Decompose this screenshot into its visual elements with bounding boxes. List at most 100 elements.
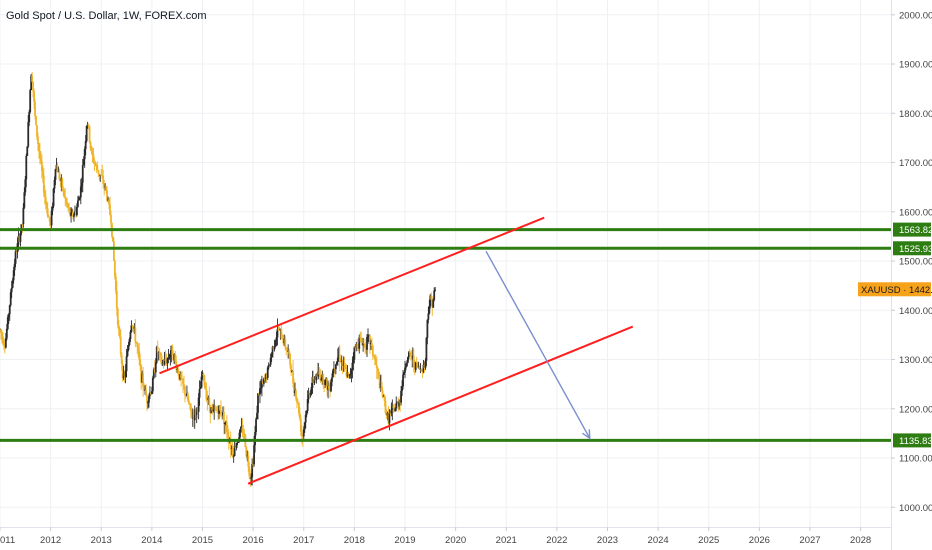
- candle-body: [240, 427, 243, 431]
- candle-body: [72, 211, 74, 217]
- candle-body: [25, 155, 28, 180]
- candle-body: [319, 374, 322, 381]
- arrow-head: [582, 429, 591, 440]
- candle-body: [262, 378, 265, 384]
- price-axis[interactable]: 2000.00 1900.00 1800.00 1700.00 1600.00 1500.…: [891, 10, 932, 514]
- candle-body: [333, 368, 335, 371]
- candle-body: [276, 329, 279, 338]
- candle-body: [12, 270, 15, 281]
- candle-body: [183, 384, 185, 387]
- candle-body: [329, 389, 331, 392]
- candle-body: [334, 364, 337, 370]
- candle-body: [11, 280, 14, 288]
- candle-body: [314, 379, 317, 381]
- candle-body: [336, 357, 339, 362]
- candle-body: [401, 386, 403, 391]
- time-axis[interactable]: 011 2012 2013 2014 2015 2016 2017 2018 2019 2020 2…: [0, 527, 871, 546]
- price-badge-label: XAUUSD · 1442.65: [861, 285, 932, 296]
- candle-body: [71, 211, 73, 213]
- candle-body: [2, 343, 5, 346]
- candle-body: [305, 410, 308, 415]
- candle-body: [190, 411, 193, 419]
- candle-body: [360, 338, 363, 342]
- candle-body: [425, 337, 428, 361]
- candle-body: [317, 371, 320, 377]
- y-tick-label: 1800.00: [899, 109, 932, 120]
- candle-body: [128, 339, 131, 345]
- candle-body: [384, 400, 387, 414]
- candle-body: [357, 347, 360, 349]
- candle-body: [295, 390, 297, 399]
- y-tick-label: 1900.00: [899, 60, 932, 71]
- candle-body: [175, 360, 178, 370]
- candle-body: [395, 403, 398, 409]
- candle-body: [375, 365, 378, 368]
- candle-body: [266, 367, 269, 379]
- candle-body: [351, 362, 354, 370]
- candle-body: [383, 395, 386, 401]
- candle-body: [253, 445, 255, 465]
- candle-body: [356, 344, 359, 348]
- x-tick-label: 2014: [141, 535, 162, 546]
- candle-body: [248, 466, 251, 476]
- candle-body: [76, 206, 78, 216]
- candle-body: [421, 371, 424, 373]
- candle-body: [216, 409, 219, 411]
- candle-body: [202, 373, 205, 376]
- candle-body: [19, 233, 22, 242]
- candle-body: [137, 346, 140, 351]
- candle-body: [404, 367, 406, 373]
- candle-body: [214, 409, 217, 410]
- candle-body: [260, 382, 263, 388]
- candle-body: [279, 328, 282, 331]
- candle-body: [188, 403, 191, 405]
- channel-line[interactable]: [159, 216, 545, 375]
- candle-body: [127, 344, 130, 351]
- candle-body: [150, 391, 153, 395]
- candle-body: [226, 432, 229, 437]
- candle-body: [373, 356, 376, 360]
- candle-body: [293, 383, 295, 394]
- candle-body: [392, 406, 395, 408]
- candle-body: [41, 171, 44, 176]
- candle-body: [393, 407, 396, 412]
- candle-body: [131, 325, 134, 327]
- candle-body: [313, 379, 316, 383]
- channel-line[interactable]: [247, 325, 634, 485]
- candle-body: [100, 174, 103, 176]
- arrow-line[interactable]: [485, 250, 591, 439]
- candle-body: [158, 352, 161, 355]
- candle-body: [117, 324, 120, 330]
- candle-body: [331, 377, 333, 382]
- candle-body: [99, 174, 102, 176]
- candle-body: [353, 347, 356, 360]
- candle-body: [105, 186, 108, 191]
- candle-body: [370, 343, 373, 346]
- candle-body: [101, 175, 104, 177]
- candle-body: [407, 357, 409, 363]
- candle-body: [233, 445, 236, 456]
- candle-body: [322, 374, 325, 384]
- candle-body: [171, 345, 174, 356]
- candle-body: [256, 412, 258, 420]
- candle-body: [422, 365, 425, 372]
- candle-body: [348, 374, 351, 376]
- candle-body: [299, 418, 302, 432]
- x-tick-label: 2018: [344, 535, 365, 546]
- candle-body: [434, 289, 437, 291]
- candle-body: [166, 358, 169, 364]
- candle-body: [7, 314, 10, 318]
- candle-body: [0, 329, 2, 333]
- candle-body: [10, 287, 13, 293]
- candle-body: [368, 335, 370, 337]
- candle-body: [347, 372, 350, 376]
- candle-body: [113, 260, 116, 277]
- candle-body: [145, 389, 147, 396]
- candle-body: [52, 188, 55, 207]
- candle-body: [61, 178, 64, 190]
- candle-body: [340, 361, 343, 363]
- candle-body: [309, 392, 312, 396]
- candle-body: [93, 161, 96, 164]
- candle-body: [62, 189, 65, 191]
